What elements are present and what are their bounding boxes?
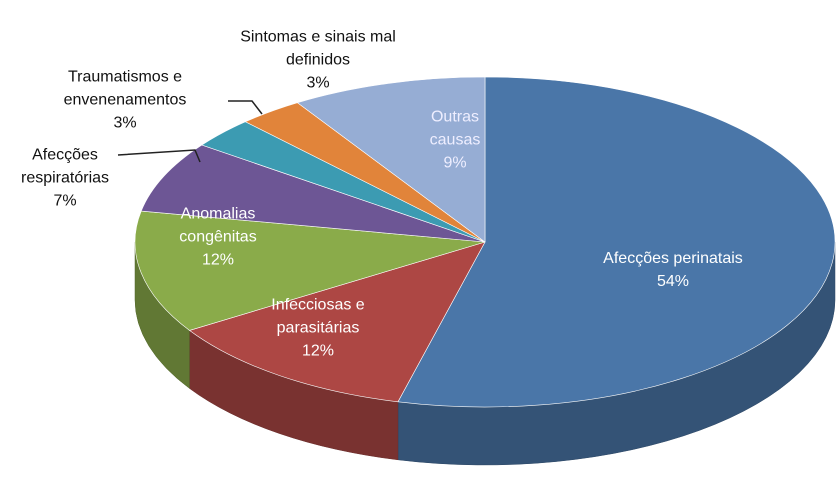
slice [296,76,486,243]
slice [140,144,486,243]
category-label: Infecciosas e parasitárias [271,296,365,337]
category-label: Anomalias congênitas [179,205,257,246]
slice [188,241,486,403]
category-label: Sintomas e sinais mal definidos [240,28,396,69]
pie-tops [134,76,836,408]
slice-label: Sintomas e sinais mal definidos 3% [238,26,398,95]
slice-label: Afecções respiratórias 7% [5,144,125,213]
value-label: 3% [113,114,137,132]
value-label: 7% [53,192,77,210]
category-label: Traumatismos e envenenamentos [63,68,187,109]
slice-label: Afecções perinatais 54% [603,247,743,293]
slice-label: Traumatismos e envenenamentos 3% [50,66,200,135]
leader-line [228,100,263,115]
category-label: Afecções respiratórias [20,146,110,187]
category-label: Outras causas [429,108,481,149]
category-label: Afecções perinatais [603,250,743,267]
value-label: 12% [201,251,235,269]
leader-line [117,149,201,163]
slice-label: Anomalias congênitas 12% [153,203,283,272]
pie-sides [134,241,836,466]
slice-label: Infecciosas e parasitárias 12% [238,294,398,363]
slice [397,76,836,408]
slice [134,210,486,331]
value-label: 9% [443,154,467,172]
slice-label: Outras causas 9% [415,106,495,175]
value-label: 12% [301,342,335,360]
value-label: 54% [656,273,690,290]
value-label: 3% [306,74,330,92]
